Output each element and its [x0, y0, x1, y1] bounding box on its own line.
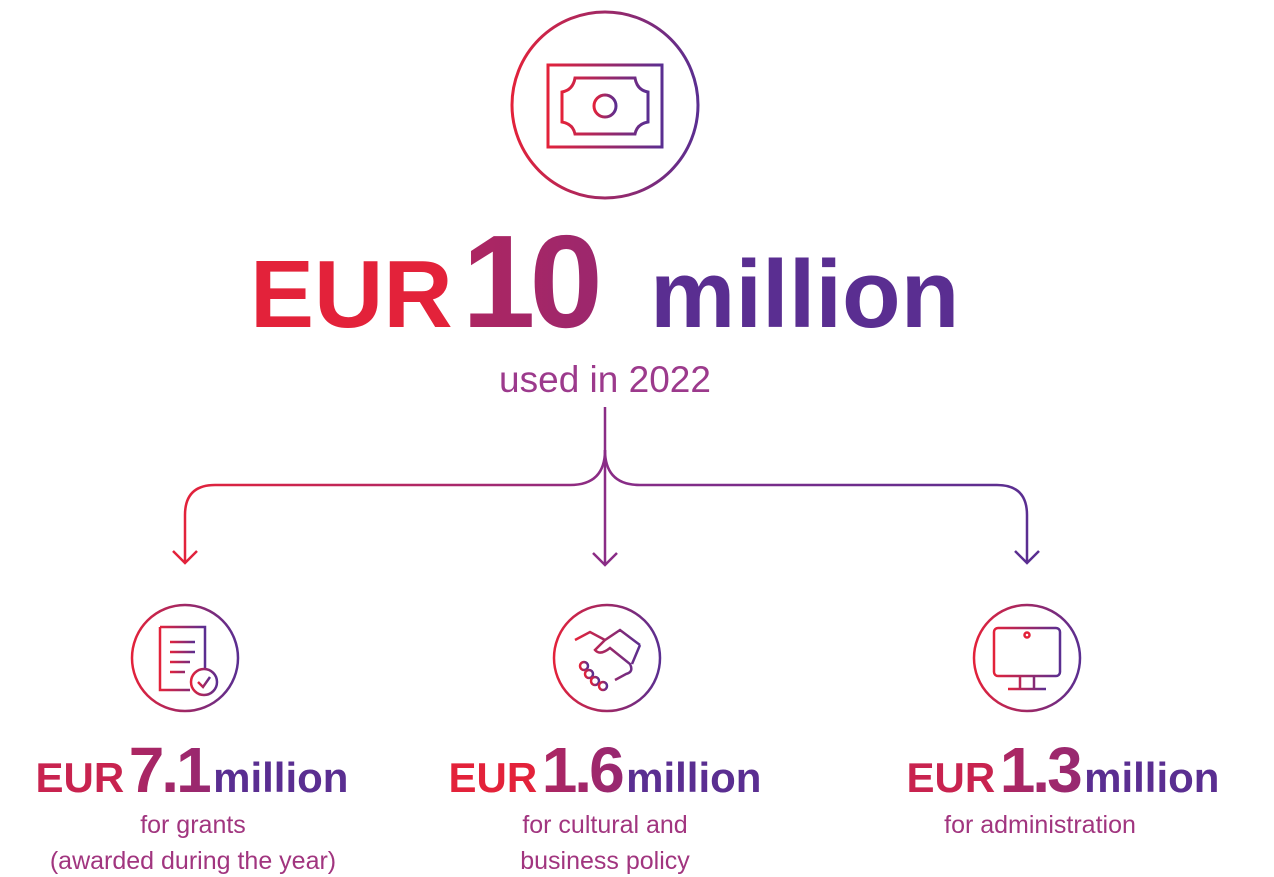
main-amount: EUR 10 million: [250, 208, 959, 355]
grant-icon: [130, 603, 240, 713]
unit: million: [626, 754, 761, 801]
computer-icon: [972, 603, 1082, 713]
amount: 10: [462, 208, 597, 355]
caption: business policy: [520, 847, 690, 875]
unit: million: [1084, 754, 1219, 801]
currency: EUR: [907, 754, 996, 801]
item: EUR 7.1 million for grants (awarded duri…: [36, 734, 349, 875]
caption: (awarded during the year): [50, 847, 336, 875]
currency: EUR: [449, 754, 538, 801]
caption: for cultural and: [522, 811, 687, 839]
unit: million: [650, 241, 959, 348]
arrows: [172, 407, 1040, 567]
item: EUR 1.3 million for administration: [907, 734, 1220, 839]
money-icon: [510, 10, 700, 200]
caption: for grants: [140, 811, 246, 839]
handshake-icon: [552, 603, 662, 713]
currency: EUR: [36, 754, 125, 801]
svg-text:EUR 1.3 million: EUR 1.3 million: [907, 734, 1220, 806]
amount: 7.1: [129, 734, 210, 806]
currency: EUR: [250, 241, 453, 348]
main-caption: used in 2022: [499, 359, 711, 400]
item: EUR 1.6 million for cultural and busines…: [449, 734, 762, 875]
unit: million: [213, 754, 348, 801]
svg-text:EUR 1.6 million: EUR 1.6 million: [449, 734, 762, 806]
caption: for administration: [944, 811, 1136, 839]
amount: 1.3: [1000, 734, 1081, 806]
amount: 1.6: [542, 734, 623, 806]
svg-text:EUR 7.1 million: EUR 7.1 million: [36, 734, 349, 806]
